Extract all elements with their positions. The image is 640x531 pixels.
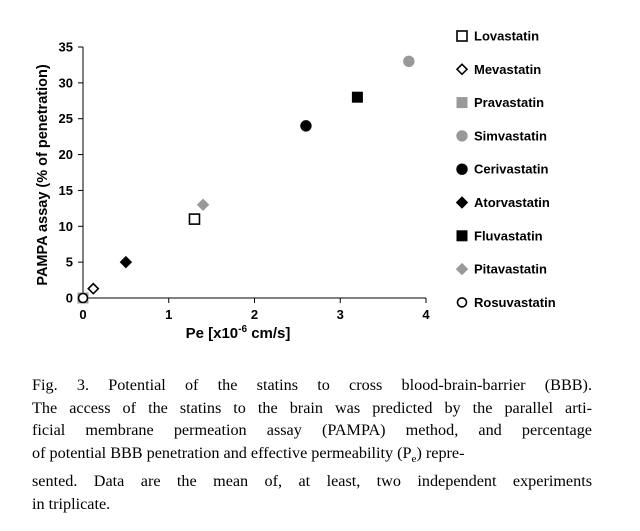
x-tick-label: 2 bbox=[251, 307, 258, 322]
legend-marker-cerivastatin bbox=[456, 163, 468, 175]
y-tick-label: 20 bbox=[59, 147, 73, 162]
caption-subscript: e bbox=[411, 452, 417, 465]
tick-labels: 0 5 10 15 20 25 30 35 0 1 2 3 4 bbox=[59, 40, 431, 323]
legend-label: Pitavastatin bbox=[474, 262, 547, 277]
caption-line-2: The access of the statins to the brain w… bbox=[32, 398, 592, 417]
data-point-mevastatin bbox=[87, 282, 100, 295]
legend-item-lovastatin: Lovastatin bbox=[456, 29, 539, 44]
legend-item-cerivastatin: Cerivastatin bbox=[456, 162, 548, 177]
legend-marker-pitavastatin bbox=[455, 262, 469, 276]
legend-marker-atorvastatin bbox=[455, 196, 469, 209]
x-axis-label: Pe [x10-6 cm/s] bbox=[186, 324, 291, 342]
x-tick-label: 4 bbox=[422, 307, 430, 322]
legend-marker-fluvastatin bbox=[456, 230, 468, 242]
legend-item-fluvastatin: Fluvastatin bbox=[456, 228, 543, 243]
data-point-rosuvastatin bbox=[77, 292, 89, 304]
legend-item-simvastatin: Simvastatin bbox=[456, 128, 547, 143]
y-tick-label: 30 bbox=[59, 75, 73, 90]
x-axis-label-tail: cm/s] bbox=[247, 325, 290, 342]
legend-label: Rosuvastatin bbox=[474, 295, 556, 310]
legend-marker-mevastatin bbox=[455, 63, 469, 76]
legend: Lovastatin Mevastatin Pravastatin Simvastat… bbox=[455, 29, 556, 310]
axes bbox=[78, 46, 427, 303]
legend-item-atorvastatin: Atorvastatin bbox=[455, 195, 550, 210]
data-point-atorvastatin bbox=[119, 255, 133, 269]
data-point-simvastatin bbox=[403, 55, 415, 68]
caption-line-4-main: of potential BBB penetration and effecti… bbox=[32, 443, 412, 462]
caption-line-5: sented. Data are the mean of, at least, … bbox=[32, 472, 592, 491]
data-point-lovastatin bbox=[188, 213, 201, 225]
legend-label: Pravastatin bbox=[474, 95, 544, 110]
x-axis-label-sup: -6 bbox=[238, 324, 247, 335]
data-point-pitavastatin bbox=[196, 198, 210, 211]
y-tick-label: 15 bbox=[59, 183, 73, 198]
legend-label: Fluvastatin bbox=[474, 228, 543, 243]
y-tick-label: 35 bbox=[59, 40, 73, 55]
caption-line-4-tail: ) repre- bbox=[416, 443, 465, 462]
caption-line-4: of potential BBB penetration and effecti… bbox=[32, 442, 592, 471]
legend-item-pitavastatin: Pitavastatin bbox=[455, 262, 547, 277]
y-tick-label: 10 bbox=[59, 219, 73, 234]
legend-label: Atorvastatin bbox=[474, 195, 550, 210]
legend-item-mevastatin: Mevastatin bbox=[455, 62, 541, 77]
y-tick-label: 0 bbox=[66, 291, 73, 306]
legend-label: Cerivastatin bbox=[474, 162, 548, 177]
caption-line-1: Fig. 3. Potential of the statins to cros… bbox=[32, 376, 592, 394]
legend-item-rosuvastatin: Rosuvastatin bbox=[456, 295, 556, 310]
x-tick-label: 1 bbox=[165, 307, 172, 322]
caption-line-3: ficial membrane permeation assay (PAMPA)… bbox=[32, 421, 592, 439]
legend-label: Simvastatin bbox=[474, 128, 547, 143]
legend-label: Lovastatin bbox=[474, 29, 539, 44]
legend-marker-pravastatin bbox=[456, 97, 468, 109]
figure-caption: Fig. 3. Potential of the statins to cros… bbox=[32, 374, 592, 515]
legend-marker-lovastatin bbox=[456, 30, 468, 42]
scatter-chart: 0 5 10 15 20 25 30 35 0 1 2 3 4 Lovastatin Mevastatin… bbox=[35, 29, 556, 343]
x-axis-label-main: Pe [x10 bbox=[186, 325, 239, 342]
y-tick-label: 5 bbox=[66, 255, 73, 270]
data-points bbox=[77, 55, 415, 304]
legend-marker-rosuvastatin bbox=[456, 297, 468, 308]
legend-marker-simvastatin bbox=[456, 130, 468, 142]
data-point-cerivastatin bbox=[300, 120, 312, 132]
y-tick-label: 25 bbox=[59, 111, 73, 126]
x-tick-label: 0 bbox=[79, 307, 86, 322]
data-point-fluvastatin bbox=[351, 91, 363, 103]
legend-label: Mevastatin bbox=[474, 62, 541, 77]
caption-line-6: in triplicate. bbox=[32, 494, 111, 513]
x-tick-label: 3 bbox=[337, 307, 344, 322]
legend-item-pravastatin: Pravastatin bbox=[456, 95, 544, 110]
y-axis-label: PAMPA assay (% of penetration) bbox=[35, 64, 51, 285]
